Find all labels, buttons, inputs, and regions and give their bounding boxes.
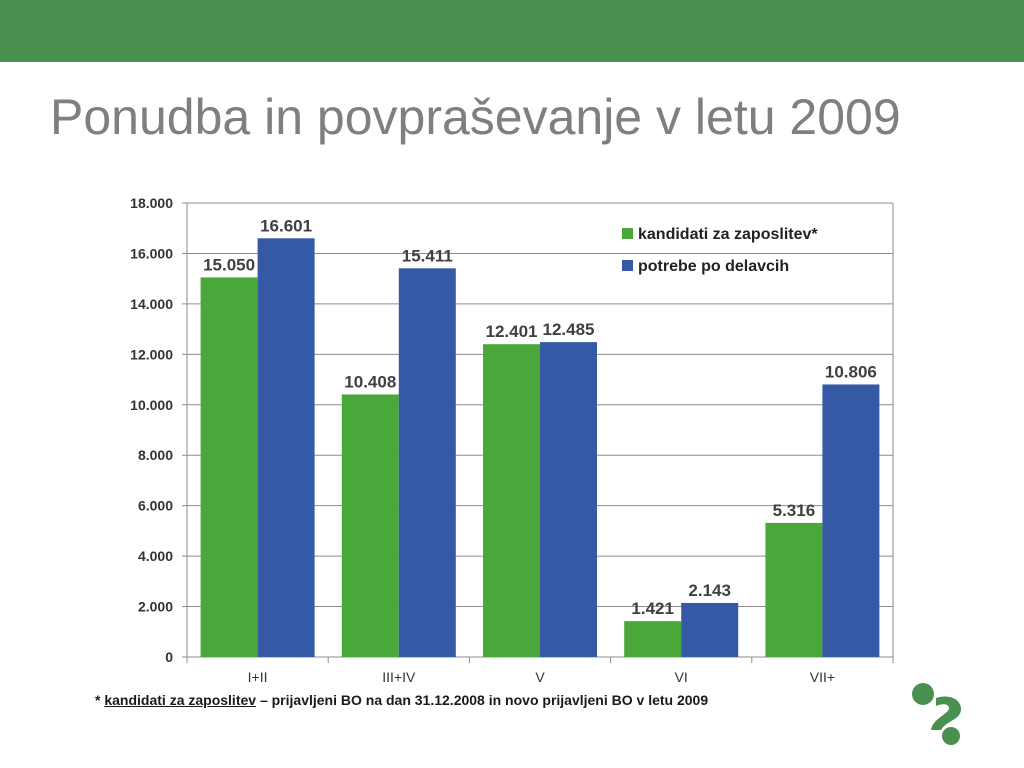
bar-kandidati-4 [765,522,823,657]
bar-potrebe-1 [398,268,456,657]
y-tick-label: 4.000 [138,548,173,564]
data-label: 12.485 [543,320,595,339]
bar-kandidati-3 [624,621,682,657]
legend-label-0: kandidati za zaposlitev* [638,226,818,243]
y-tick-label: 6.000 [138,498,173,514]
footnote-term: kandidati za zaposlitev [104,692,257,708]
y-tick-label: 8.000 [138,447,173,463]
data-label: 10.408 [344,372,396,391]
bar-potrebe-4 [822,384,880,657]
y-tick-label: 18.000 [130,195,173,211]
data-label: 12.401 [486,322,538,341]
data-label: 15.050 [203,255,255,274]
y-tick-label: 2.000 [138,599,173,615]
slide-title: Ponudba in povpraševanje v letu 2009 [50,89,901,145]
x-category-label: VII+ [810,669,835,685]
y-tick-label: 12.000 [130,346,173,362]
bar-kandidati-2 [483,344,540,657]
x-category-label: I+II [248,669,268,685]
legend-label-1: potrebe po delavcih [638,258,789,275]
y-tick-label: 0 [165,649,173,665]
x-category-label: III+IV [382,669,416,685]
legend-swatch-1 [622,260,633,271]
y-tick-label: 10.000 [130,397,173,413]
bar-potrebe-3 [681,602,739,657]
bar-chart: 0 2.000 4.000 6.000 8.000 10.000 12.000 14.000 1… [130,195,894,685]
x-category-label: VI [675,669,688,685]
bar-kandidati-0 [200,277,258,657]
data-label: 2.143 [688,581,731,600]
data-label: 15.411 [402,246,453,265]
data-label: 10.806 [825,362,877,381]
y-tick-label: 14.000 [130,296,173,312]
legend-swatch-0 [622,228,633,239]
bar-potrebe-0 [257,238,315,657]
footnote-text: – prijavljeni BO na dan 31.12.2008 in no… [256,692,709,708]
y-tick-label: 16.000 [130,245,173,261]
bar-potrebe-2 [540,342,597,657]
data-label: 5.316 [773,501,816,520]
data-label: 1.421 [631,599,674,618]
data-label: 16.601 [260,216,312,235]
bar-kandidati-1 [341,394,399,657]
footnote: * kandidati za zaposlitev – prijavljeni … [95,690,855,710]
footnote-prefix: * [95,692,105,708]
question-mark-logo-icon [912,683,961,745]
top-banner [0,0,1024,62]
x-category-label: V [535,669,545,685]
